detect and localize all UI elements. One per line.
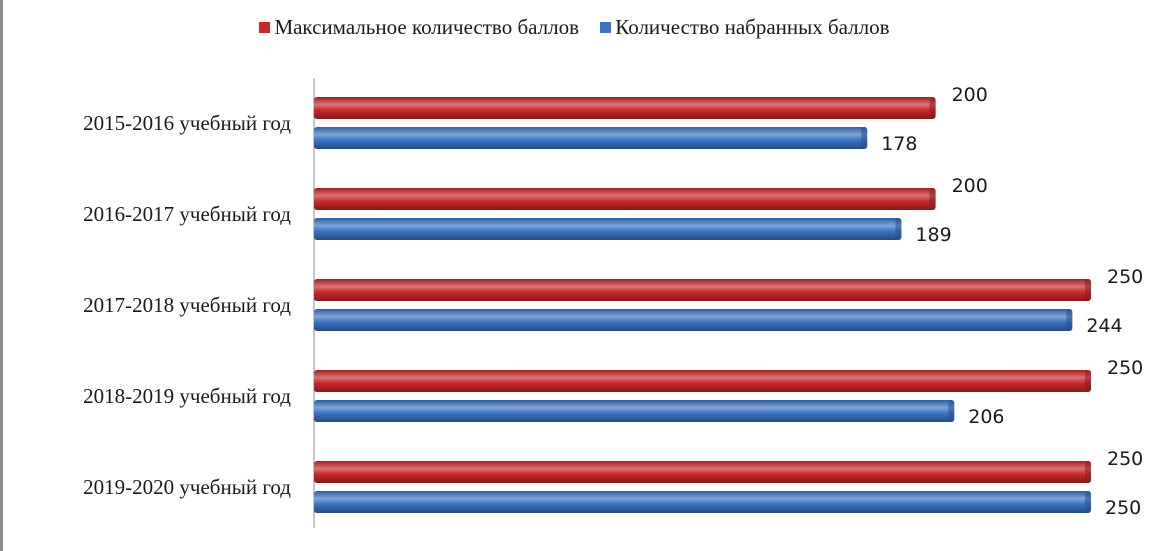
legend-item-scored: Количество набранных баллов	[600, 15, 890, 40]
bar-end-cap	[948, 400, 955, 422]
bar-scored	[314, 400, 955, 422]
bar-end-cap	[929, 97, 936, 119]
bar-end-cap	[1085, 279, 1091, 301]
category-label: 2018-2019 учебный год	[83, 384, 291, 408]
value-label: 189	[915, 224, 951, 246]
bar-max-score	[314, 97, 936, 119]
value-label: 250	[1105, 497, 1141, 519]
legend-swatch-scored	[600, 22, 612, 33]
bar-end-cap	[929, 188, 936, 210]
bar-max-score	[314, 461, 1091, 483]
value-label: 200	[952, 175, 988, 197]
value-label: 250	[1107, 357, 1143, 379]
value-label: 200	[952, 84, 988, 106]
value-label: 206	[968, 406, 1004, 428]
bar-max-score	[314, 279, 1091, 301]
bar-end-cap	[861, 127, 868, 149]
legend-item-max: Максимальное количество баллов	[259, 15, 579, 40]
legend-swatch-max	[259, 22, 271, 33]
bar-end-cap	[895, 218, 902, 240]
frame-left-border	[0, 0, 3, 551]
bar-end-cap	[1085, 370, 1091, 392]
value-label: 178	[881, 133, 917, 155]
bar-scored	[314, 127, 868, 149]
category-label: 2015-2016 учебный год	[83, 111, 291, 135]
value-label: 244	[1086, 315, 1122, 337]
bar-scored	[314, 491, 1091, 513]
bar-end-cap	[1066, 309, 1073, 331]
value-label: 250	[1107, 266, 1143, 288]
value-label: 250	[1107, 448, 1143, 470]
bar-end-cap	[1085, 461, 1091, 483]
bar-scored	[314, 218, 902, 240]
bar-max-score	[314, 370, 1091, 392]
legend: Максимальное количество баллов Количеств…	[0, 14, 1149, 40]
legend-label-scored: Количество набранных баллов	[615, 15, 890, 39]
category-label: 2019-2020 учебный год	[83, 475, 291, 499]
bar-end-cap	[1085, 491, 1091, 513]
legend-label-max: Максимальное количество баллов	[274, 15, 580, 39]
category-label: 2016-2017 учебный год	[83, 202, 291, 226]
bar-scored	[314, 309, 1073, 331]
bar-max-score	[314, 188, 936, 210]
category-label: 2017-2018 учебный год	[83, 293, 291, 317]
